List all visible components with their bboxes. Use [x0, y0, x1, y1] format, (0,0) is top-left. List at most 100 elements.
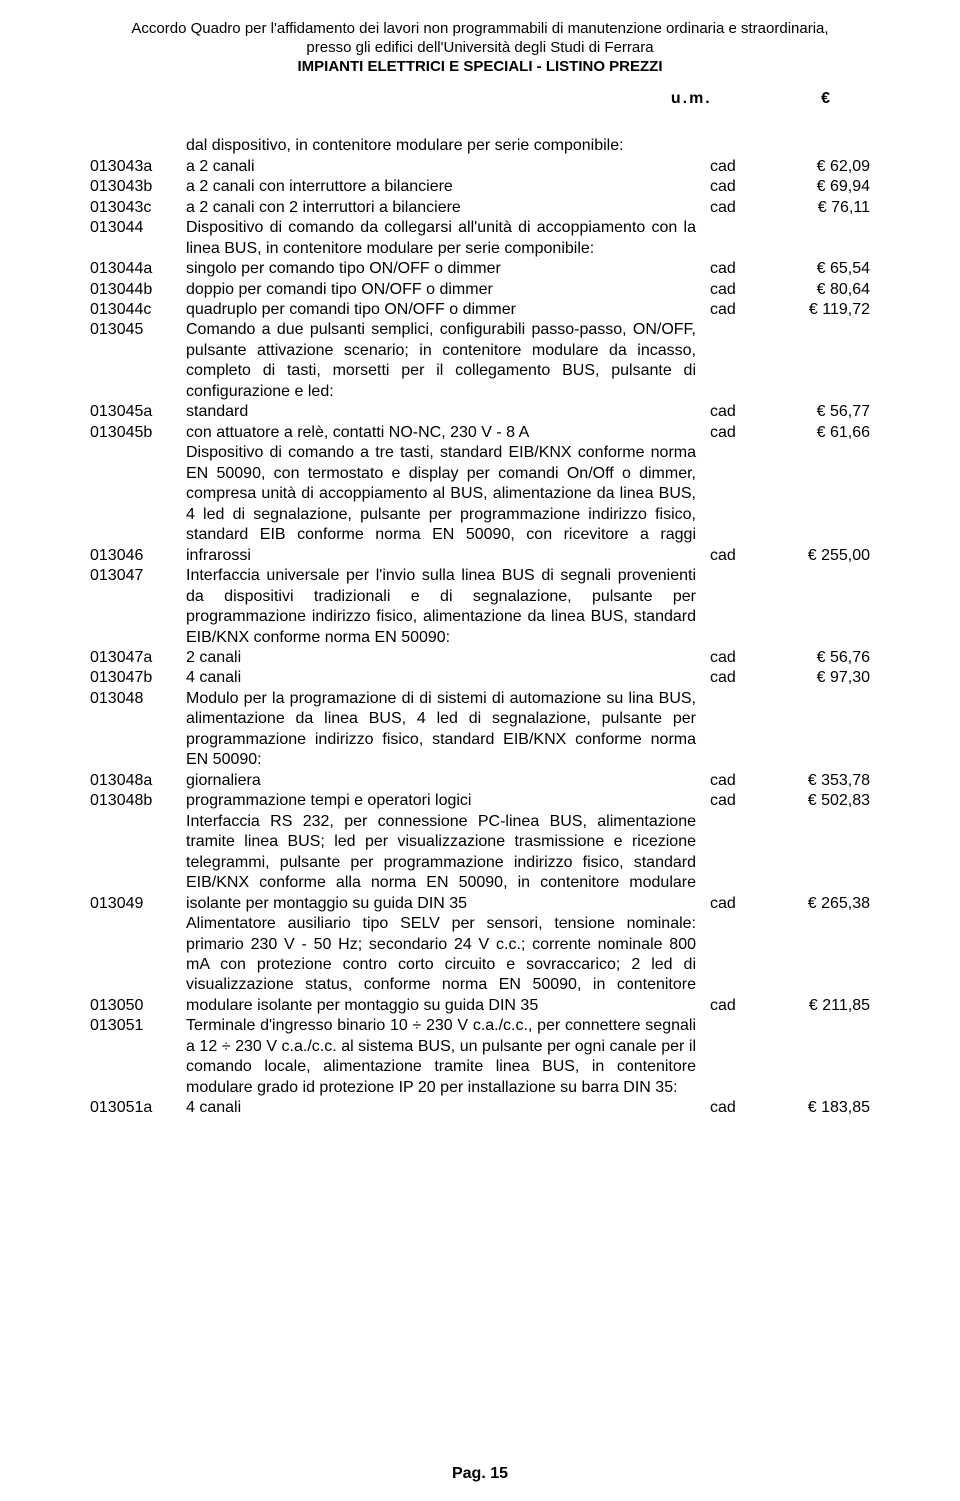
row-unit: cad [710, 996, 770, 1016]
row-description: Dispositivo di comando a tre tasti, stan… [186, 443, 710, 566]
row-description: Terminale d'ingresso binario 10 ÷ 230 V … [186, 1016, 710, 1098]
row-price: € 502,83 [770, 791, 870, 811]
price-list-row: 013045astandardcad€ 56,77 [90, 402, 870, 422]
row-description: doppio per comandi tipo ON/OFF o dimmer [186, 280, 710, 300]
row-description: a 2 canali [186, 157, 710, 177]
row-price: € 211,85 [770, 996, 870, 1016]
price-list-row: 013047b4 canalicad€ 97,30 [90, 668, 870, 688]
price-list-row: 013044bdoppio per comandi tipo ON/OFF o … [90, 280, 870, 300]
row-code: 013045b [90, 423, 186, 443]
row-price: € 69,94 [770, 177, 870, 197]
row-description: Interfaccia universale per l'invio sulla… [186, 566, 710, 648]
row-code: 013044 [90, 218, 186, 238]
header-line-1: Accordo Quadro per l'affidamento dei lav… [90, 20, 870, 39]
row-price: € 119,72 [770, 300, 870, 320]
row-price: € 76,11 [770, 198, 870, 218]
row-code: 013044a [90, 259, 186, 279]
row-description: quadruplo per comandi tipo ON/OFF o dimm… [186, 300, 710, 320]
row-unit: cad [710, 894, 770, 914]
row-code: 013051 [90, 1016, 186, 1036]
price-list-row: dal dispositivo, in contenitore modulare… [90, 136, 870, 156]
price-list-row: 013044Dispositivo di comando da collegar… [90, 218, 870, 259]
row-code: 013047b [90, 668, 186, 688]
row-unit: cad [710, 280, 770, 300]
row-code: 013047 [90, 566, 186, 586]
row-price: € 183,85 [770, 1098, 870, 1118]
price-list-row: 013050Alimentatore ausiliario tipo SELV … [90, 914, 870, 1016]
row-description: 4 canali [186, 1098, 710, 1118]
row-code: 013045 [90, 320, 186, 340]
row-price: € 97,30 [770, 668, 870, 688]
price-column-header: € [723, 90, 830, 108]
column-header-row: u.m. € [90, 90, 870, 108]
row-price: € 353,78 [770, 771, 870, 791]
price-list-row: 013046Dispositivo di comando a tre tasti… [90, 443, 870, 566]
row-description: singolo per comando tipo ON/OFF o dimmer [186, 259, 710, 279]
price-list-row: 013043aa 2 canalicad€ 62,09 [90, 157, 870, 177]
price-list-row: 013047Interfaccia universale per l'invio… [90, 566, 870, 648]
price-list-row: 013045Comando a due pulsanti semplici, c… [90, 320, 870, 402]
row-description: programmazione tempi e operatori logici [186, 791, 710, 811]
price-list-row: 013051Terminale d'ingresso binario 10 ÷ … [90, 1016, 870, 1098]
price-list-row: 013048agiornalieracad€ 353,78 [90, 771, 870, 791]
row-code: 013043b [90, 177, 186, 197]
price-list-row: 013044asingolo per comando tipo ON/OFF o… [90, 259, 870, 279]
row-description: Dispositivo di comando da collegarsi all… [186, 218, 710, 259]
page-footer: Pag. 15 [0, 1465, 960, 1483]
price-list-row: 013043ba 2 canali con interruttore a bil… [90, 177, 870, 197]
row-price: € 265,38 [770, 894, 870, 914]
row-code: 013044b [90, 280, 186, 300]
price-list-rows: dal dispositivo, in contenitore modulare… [90, 136, 870, 1119]
row-unit: cad [710, 423, 770, 443]
price-list-row: 013047a2 canalicad€ 56,76 [90, 648, 870, 668]
row-unit: cad [710, 771, 770, 791]
row-unit: cad [710, 157, 770, 177]
row-code: 013045a [90, 402, 186, 422]
row-code: 013044c [90, 300, 186, 320]
row-price: € 61,66 [770, 423, 870, 443]
row-code: 013051a [90, 1098, 186, 1118]
row-description: giornaliera [186, 771, 710, 791]
row-description: 2 canali [186, 648, 710, 668]
row-code: 013046 [90, 546, 186, 566]
row-description: standard [186, 402, 710, 422]
row-code: 013047a [90, 648, 186, 668]
row-price: € 80,64 [770, 280, 870, 300]
row-unit: cad [710, 177, 770, 197]
row-unit: cad [710, 648, 770, 668]
row-description: Modulo per la programazione di di sistem… [186, 689, 710, 771]
price-list-row: 013043ca 2 canali con 2 interruttori a b… [90, 198, 870, 218]
row-unit: cad [710, 300, 770, 320]
header-line-3: IMPIANTI ELETTRICI E SPECIALI - LISTINO … [90, 58, 870, 77]
row-description: a 2 canali con interruttore a bilanciere [186, 177, 710, 197]
row-code: 013048a [90, 771, 186, 791]
row-description: Alimentatore ausiliario tipo SELV per se… [186, 914, 710, 1016]
row-unit: cad [710, 402, 770, 422]
row-code: 013048 [90, 689, 186, 709]
row-price: € 62,09 [770, 157, 870, 177]
row-description: a 2 canali con 2 interruttori a bilancie… [186, 198, 710, 218]
row-unit: cad [710, 198, 770, 218]
row-description: 4 canali [186, 668, 710, 688]
unit-column-header: u.m. [660, 90, 723, 108]
price-list-row: 013045bcon attuatore a relè, contatti NO… [90, 423, 870, 443]
column-header-spacer [90, 90, 660, 108]
row-unit: cad [710, 1098, 770, 1118]
row-price: € 56,76 [770, 648, 870, 668]
row-price: € 65,54 [770, 259, 870, 279]
row-price: € 56,77 [770, 402, 870, 422]
price-list-row: 013048bprogrammazione tempi e operatori … [90, 791, 870, 811]
row-code: 013049 [90, 894, 186, 914]
row-unit: cad [710, 668, 770, 688]
row-description: Interfaccia RS 232, per connessione PC-l… [186, 812, 710, 914]
price-list-row: 013049Interfaccia RS 232, per connession… [90, 812, 870, 914]
header-line-2: presso gli edifici dell'Università degli… [90, 39, 870, 58]
price-list-row: 013044cquadruplo per comandi tipo ON/OFF… [90, 300, 870, 320]
document-header: Accordo Quadro per l'affidamento dei lav… [90, 20, 870, 76]
row-description: Comando a due pulsanti semplici, configu… [186, 320, 710, 402]
row-unit: cad [710, 791, 770, 811]
row-unit: cad [710, 546, 770, 566]
page: Accordo Quadro per l'affidamento dei lav… [0, 0, 960, 1501]
row-price: € 255,00 [770, 546, 870, 566]
row-description: dal dispositivo, in contenitore modulare… [186, 136, 710, 156]
